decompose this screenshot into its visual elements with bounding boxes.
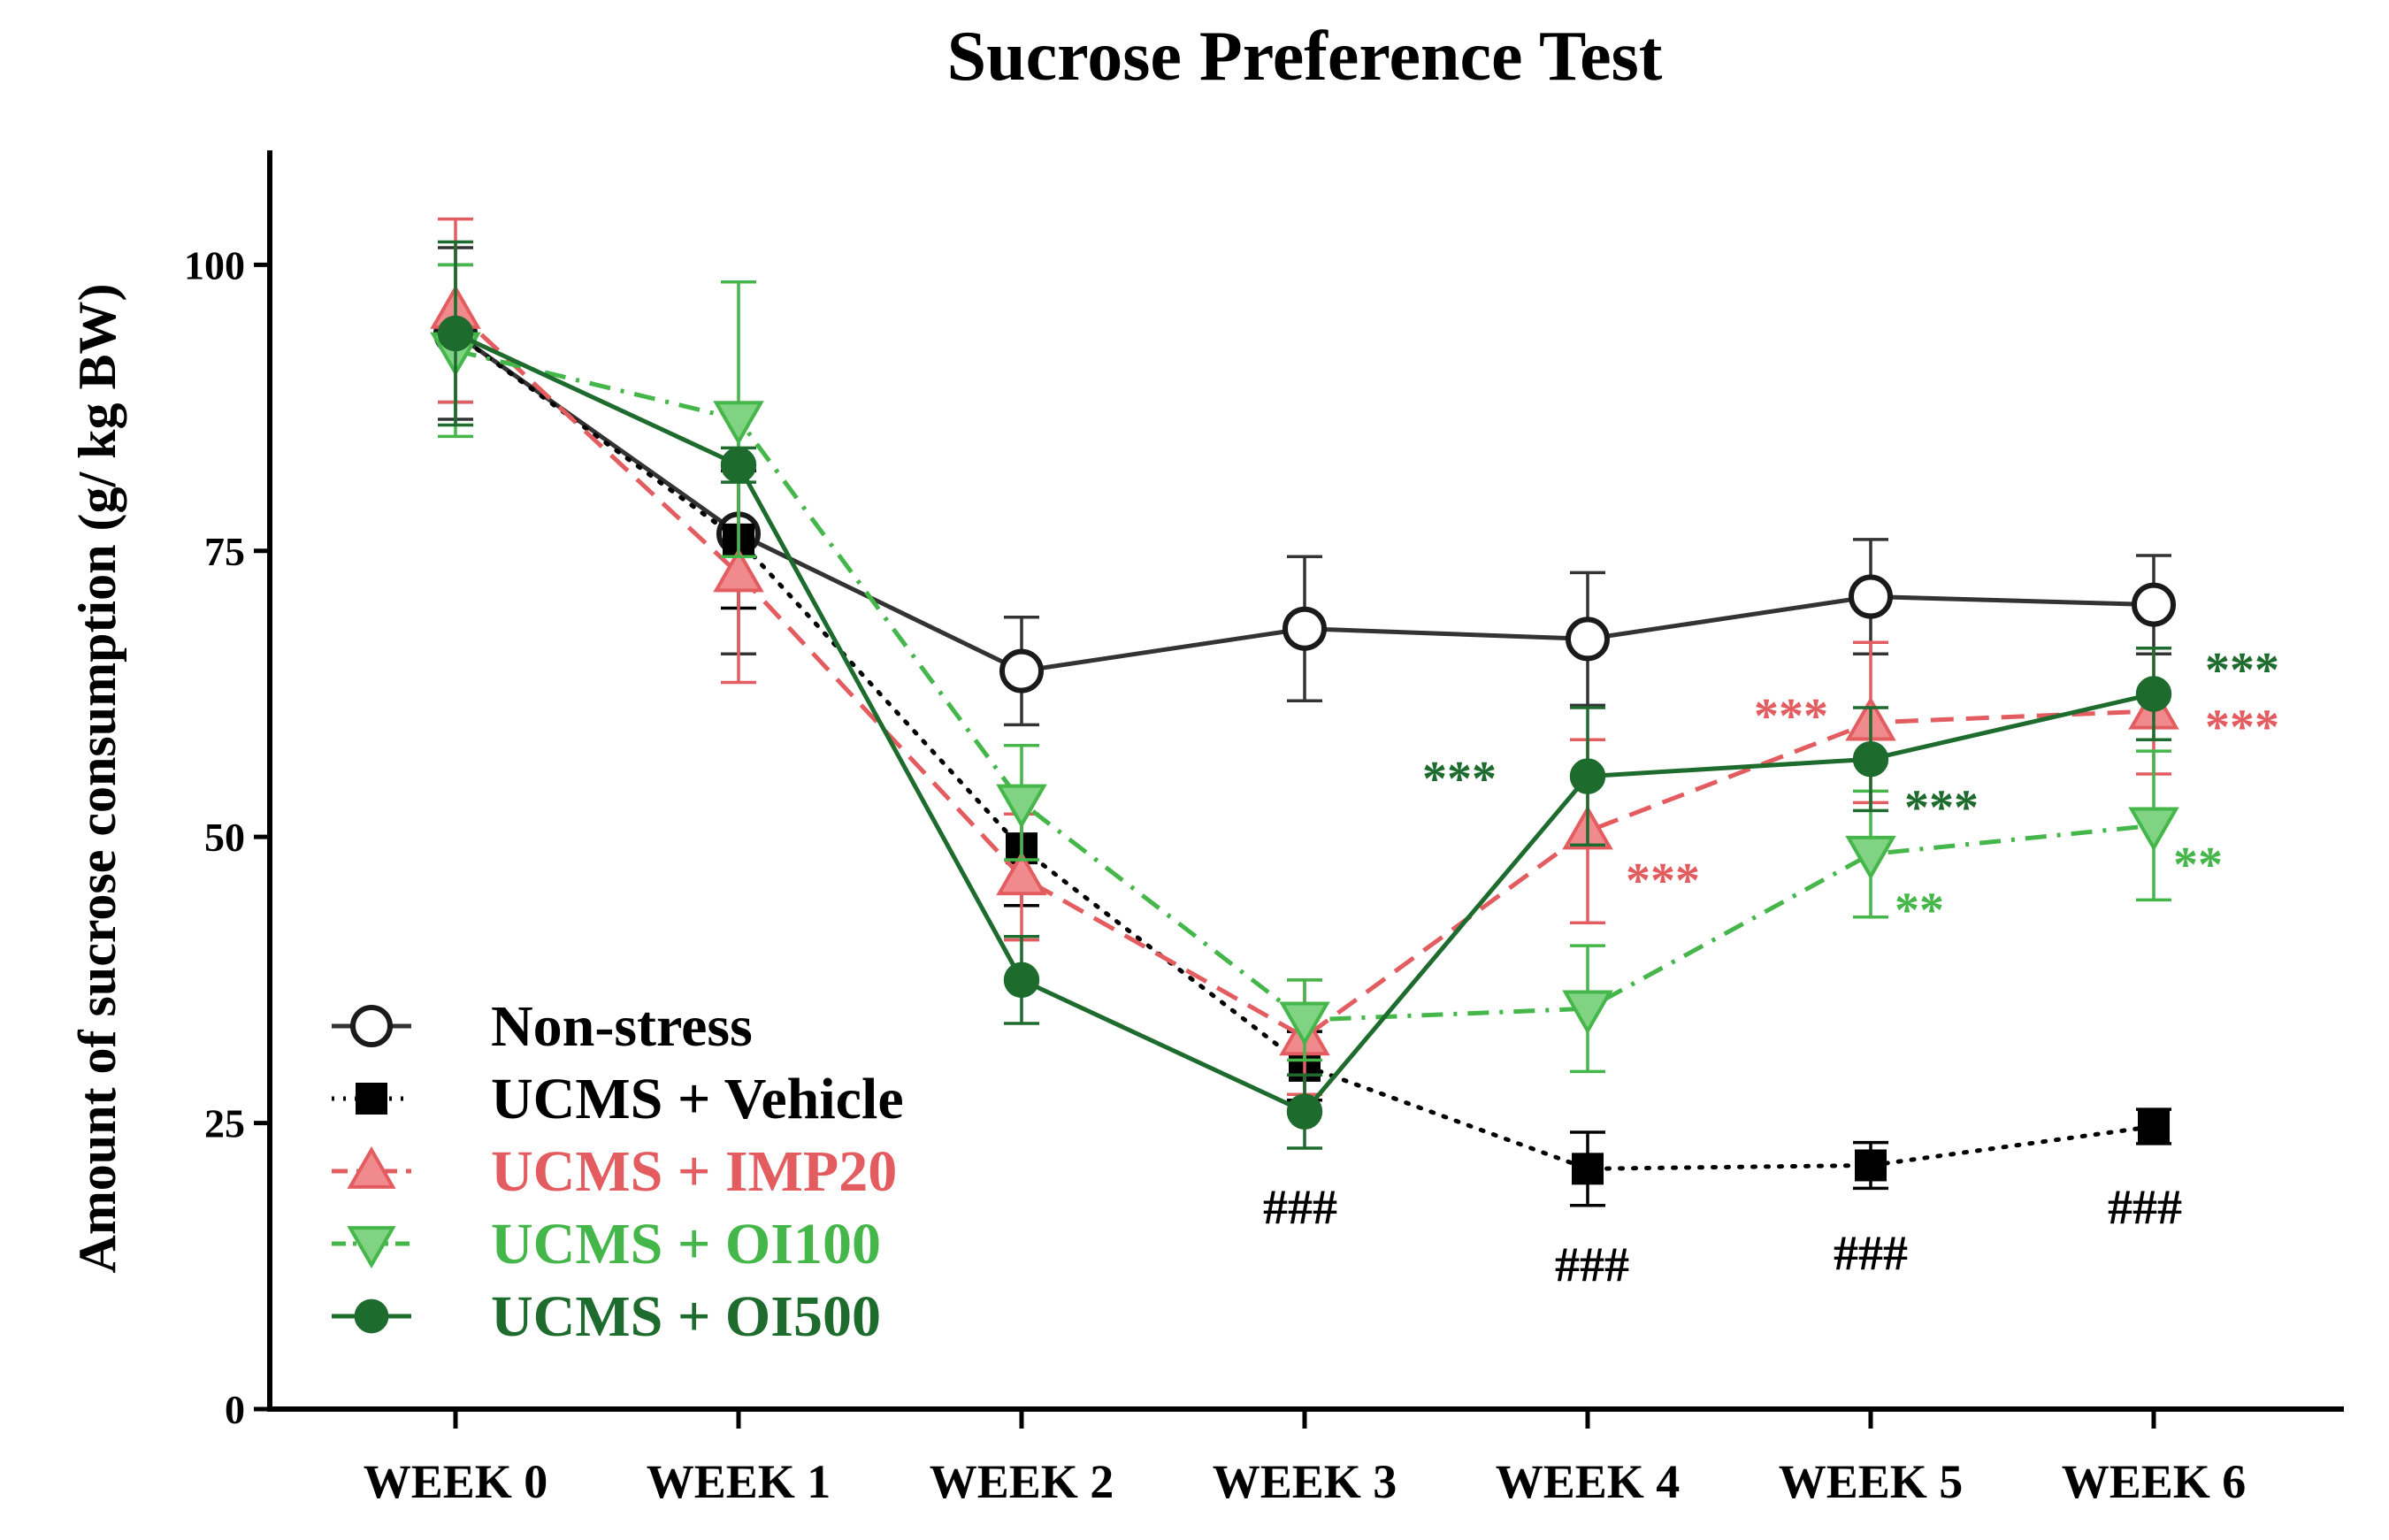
- series-ucms-oi100: [430, 263, 2179, 1074]
- legend-item: UCMS + Vehicle: [332, 1067, 904, 1131]
- significance-label: ***: [1422, 752, 1497, 807]
- significance-label: ***: [2205, 701, 2279, 755]
- data-point: [713, 401, 764, 446]
- data-point: [1003, 962, 1040, 999]
- data-point: [999, 648, 1044, 693]
- significance-label: **: [1895, 884, 1944, 939]
- axes: 0 25 50 75 100 WEEK 0 WEEK 1 WEEK 2 WEEK 3 WEEK 4…: [184, 150, 2344, 1508]
- annotations-layer: ###### ######**********************: [1263, 643, 2279, 1292]
- legend-label: UCMS + IMP20: [491, 1139, 897, 1204]
- significance-label: ***: [1904, 780, 1979, 835]
- data-point: [2128, 807, 2179, 852]
- x-tick-label: WEEK 6: [2062, 1455, 2247, 1508]
- x-tick-label: WEEK 1: [647, 1455, 831, 1508]
- legend-label: Non-stress: [491, 994, 753, 1059]
- significance-label: ###: [1834, 1226, 1908, 1281]
- y-tick-label: 50: [204, 815, 245, 860]
- data-point: [996, 784, 1047, 829]
- data-point: [1855, 1149, 1887, 1182]
- legend-label: UCMS + Vehicle: [491, 1067, 904, 1131]
- significance-label: ###: [2108, 1181, 2182, 1236]
- legend-item: Non-stress: [332, 994, 753, 1059]
- data-point: [996, 851, 1047, 896]
- chart-title: Sucrose Preference Test: [947, 18, 1663, 96]
- legend: Non-stress UCMS + Vehicle UCMS + IMP20 UCMS…: [332, 994, 904, 1349]
- data-point: [2138, 1110, 2170, 1143]
- data-point: [1845, 835, 1896, 880]
- significance-label: ###: [1263, 1181, 1337, 1236]
- data-point: [1566, 617, 1610, 662]
- x-tick-label: WEEK 0: [364, 1455, 548, 1508]
- y-axis-label: Amount of sucrose consumption (g/ kg BW): [68, 284, 126, 1274]
- y-tick-label: 100: [184, 242, 245, 287]
- data-point: [713, 548, 764, 593]
- data-point: [347, 1226, 396, 1269]
- data-point: [2135, 676, 2172, 712]
- data-point: [1562, 990, 1613, 1035]
- data-point: [1283, 606, 1327, 651]
- data-point: [354, 1299, 389, 1334]
- x-tick-label: WEEK 5: [1779, 1455, 1964, 1508]
- data-point: [1569, 758, 1606, 794]
- y-tick-label: 75: [204, 529, 245, 574]
- data-point: [2132, 582, 2176, 627]
- y-tick-label: 0: [225, 1387, 245, 1432]
- significance-label: ***: [2205, 643, 2279, 698]
- legend-label: UCMS + OI100: [491, 1212, 881, 1276]
- significance-label: **: [2173, 838, 2223, 893]
- y-tick-label: 25: [204, 1101, 245, 1146]
- significance-label: ***: [1754, 689, 1828, 744]
- data-point: [350, 1005, 393, 1047]
- data-point: [1286, 1093, 1323, 1130]
- legend-label: UCMS + OI500: [491, 1284, 881, 1349]
- x-tick-label: WEEK 4: [1496, 1455, 1681, 1508]
- series-layer: [430, 217, 2179, 1207]
- significance-label: ###: [1555, 1237, 1629, 1292]
- x-tick-label: WEEK 3: [1213, 1455, 1397, 1508]
- data-point: [720, 447, 757, 483]
- series-non-stress: [433, 246, 2176, 727]
- legend-item: UCMS + OI500: [332, 1284, 881, 1349]
- data-point: [1852, 741, 1889, 778]
- legend-item: UCMS + IMP20: [332, 1139, 897, 1204]
- data-point: [437, 315, 474, 352]
- series-ucms-oi500: [437, 240, 2172, 1150]
- legend-item: UCMS + OI100: [332, 1212, 881, 1276]
- x-tick-label: WEEK 2: [930, 1455, 1114, 1508]
- data-point: [356, 1083, 387, 1115]
- data-point: [1849, 574, 1893, 619]
- data-point: [1279, 1001, 1330, 1046]
- data-point: [347, 1145, 396, 1189]
- significance-label: ***: [1626, 854, 1700, 908]
- data-point: [1572, 1153, 1604, 1185]
